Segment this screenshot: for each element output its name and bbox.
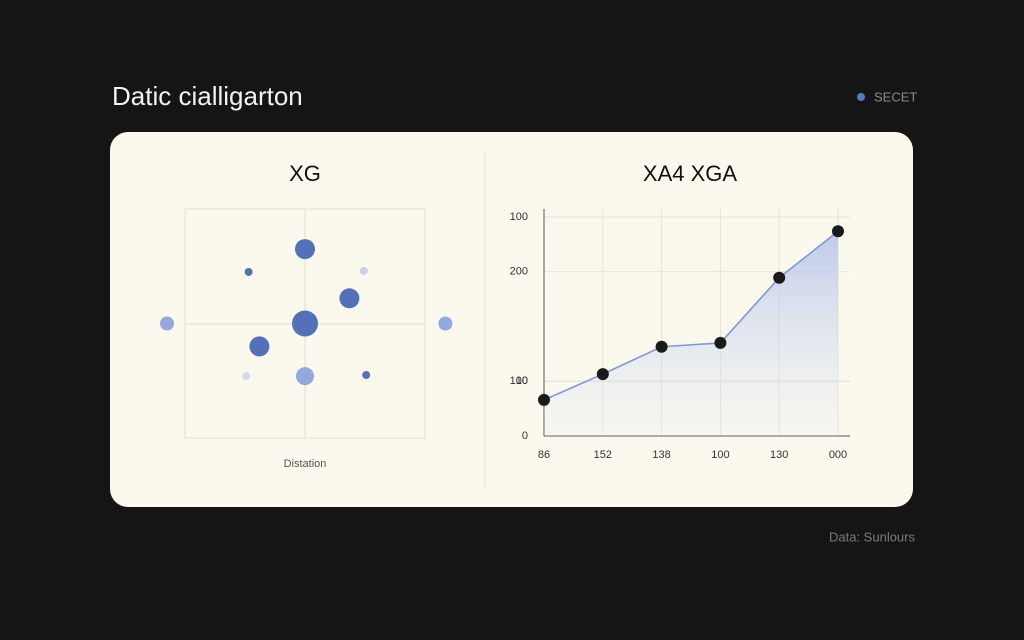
marker [655, 340, 668, 353]
marker [714, 336, 727, 349]
legend-dot [857, 93, 865, 101]
y-tick-label: 200 [510, 266, 528, 278]
x-axis-label: Distation [284, 458, 327, 470]
scatter-point [249, 336, 270, 357]
scatter-point [295, 239, 315, 260]
x-tick-label: 152 [594, 449, 612, 461]
y-tick-label: 10 [516, 375, 528, 387]
scatter-point [292, 310, 318, 337]
scatter-point [362, 371, 371, 380]
marker [773, 271, 786, 284]
scatter-point [339, 288, 360, 309]
scatter-point [242, 372, 251, 381]
area [544, 231, 838, 436]
scatter-point [296, 367, 314, 386]
scatter-point [359, 266, 368, 275]
scatter-point [244, 267, 253, 276]
y-tick-label: 100 [510, 375, 528, 387]
y-tick-label: 100 [510, 211, 528, 223]
footer: Data: Sunlours [829, 529, 915, 544]
page-title: Datic cialligarton [112, 81, 303, 111]
x-tick-label: 86 [538, 449, 550, 461]
marker [832, 225, 844, 238]
x-tick-label: 000 [829, 449, 847, 461]
x-tick-label: 138 [652, 449, 670, 461]
x-tick-label: 130 [770, 449, 788, 461]
scatter-point [438, 316, 453, 331]
y-tick-label: 0 [522, 430, 528, 442]
scatter-point [160, 316, 174, 331]
line [543, 230, 839, 401]
marker [538, 393, 550, 406]
x-tick-label: 100 [711, 449, 729, 461]
legend-label: SECET [874, 89, 917, 104]
chart-title: XA4 XGA [643, 161, 737, 186]
chart-title: XG [289, 161, 321, 186]
marker [596, 368, 609, 381]
